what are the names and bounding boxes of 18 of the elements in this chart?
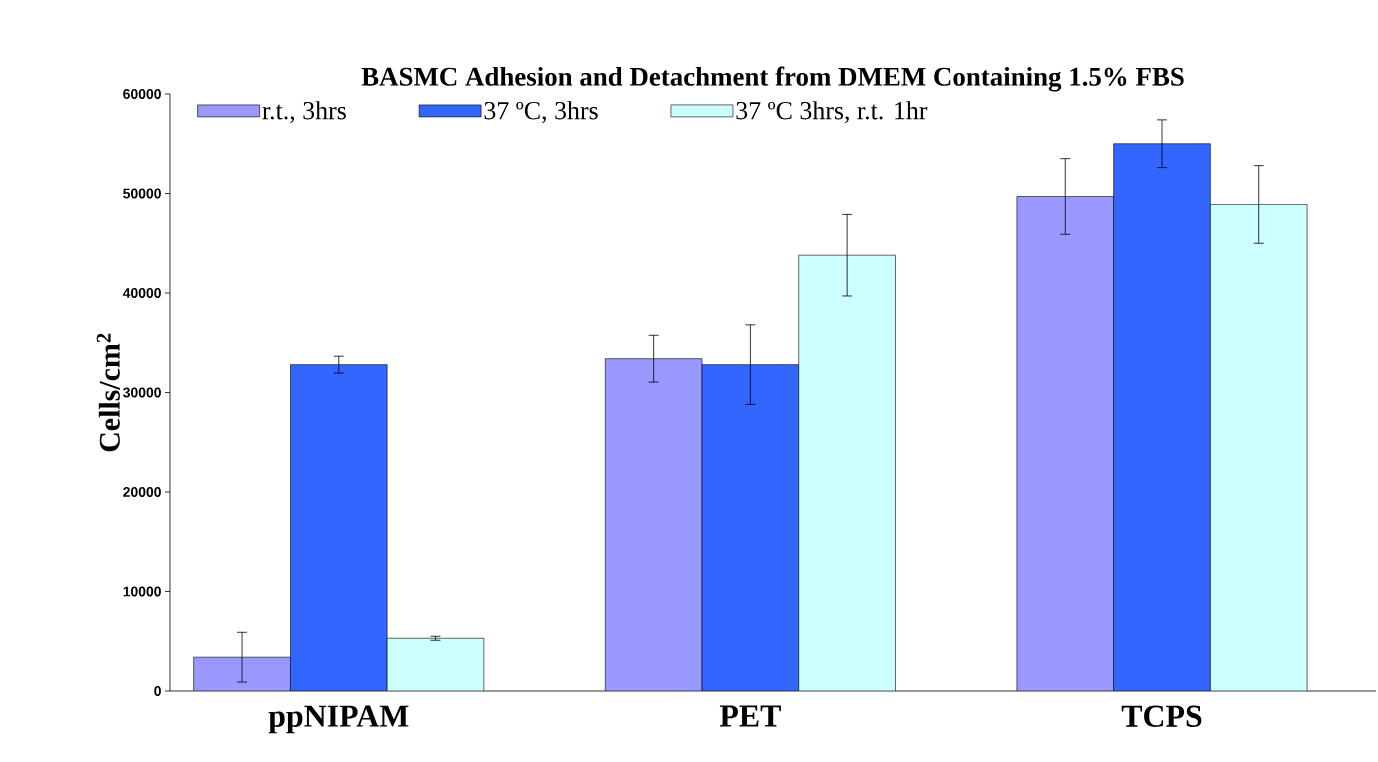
y-axis-title: Cells/cm$^{2}$ [96, 333, 120, 452]
x-tick-label: TCPS [1121, 705, 1202, 727]
legend-label: r.t., 3hrs [262, 101, 346, 124]
y-tick-label: 0 [154, 686, 161, 696]
x-tick-label: PET [719, 705, 781, 727]
y-tick-label: 40000 [122, 288, 161, 298]
bar [1210, 204, 1308, 691]
y-tick-label: 50000 [123, 188, 161, 199]
bar [798, 254, 896, 691]
legend-label: 37 ºC 3hrs, r.t. 1hr [736, 101, 928, 124]
bar [386, 637, 485, 691]
y-tick-label: 30000 [123, 387, 161, 398]
x-tick-label: ppNIPAM [268, 705, 409, 734]
legend-label: 37 ºC, 3hrs [484, 101, 598, 124]
y-tick-label: 60000 [123, 89, 161, 99]
chart-title: BASMC Adhesion and Detachment from DMEM Containing 1.5% FBS [361, 66, 1184, 92]
y-tick-label: 20000 [123, 487, 161, 497]
y-tick-label: 10000 [123, 586, 161, 597]
